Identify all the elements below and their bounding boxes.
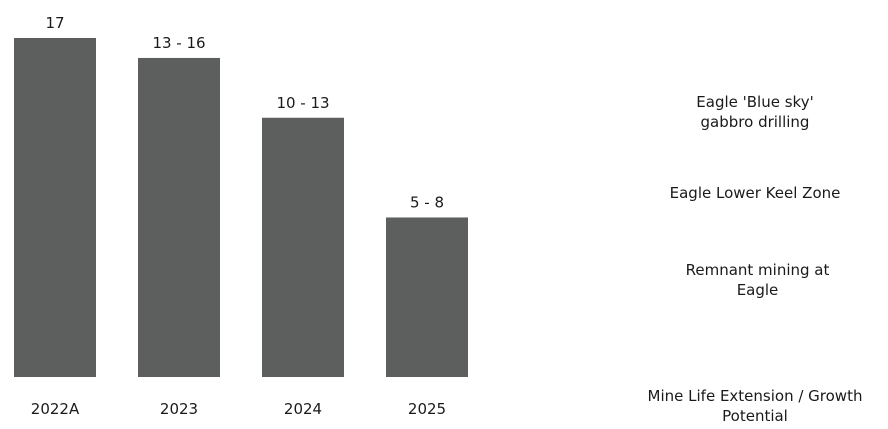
value-label-2025: 5 - 8 bbox=[410, 193, 444, 211]
category-label-2025: 2025 bbox=[408, 400, 446, 418]
label-mine-life-extension: Mine Life Extension / Growth Potential bbox=[647, 387, 863, 425]
category-label-2023: 2023 bbox=[160, 400, 198, 418]
category-labels-group: 2022A 2023 2024 2025 bbox=[31, 400, 446, 418]
label-lower-keel-zone: Eagle Lower Keel Zone bbox=[669, 184, 841, 202]
bars-group bbox=[14, 38, 468, 378]
label-blue-sky-gabbro: Eagle 'Blue sky' gabbro drilling bbox=[696, 93, 814, 131]
value-label-2023: 13 - 16 bbox=[152, 34, 205, 52]
bar-2025 bbox=[386, 217, 468, 377]
bar-2023 bbox=[138, 57, 220, 378]
bar-2022A bbox=[14, 38, 96, 377]
value-label-2022A: 17 bbox=[45, 14, 64, 32]
bar-2024 bbox=[262, 117, 344, 377]
value-label-2024: 10 - 13 bbox=[276, 94, 329, 112]
label-remnant-mining: Remnant mining at Eagle bbox=[685, 261, 830, 299]
category-label-2022A: 2022A bbox=[31, 400, 80, 418]
value-labels-group: 17 13 - 16 10 - 13 5 - 8 bbox=[45, 14, 444, 211]
category-label-2024: 2024 bbox=[284, 400, 322, 418]
